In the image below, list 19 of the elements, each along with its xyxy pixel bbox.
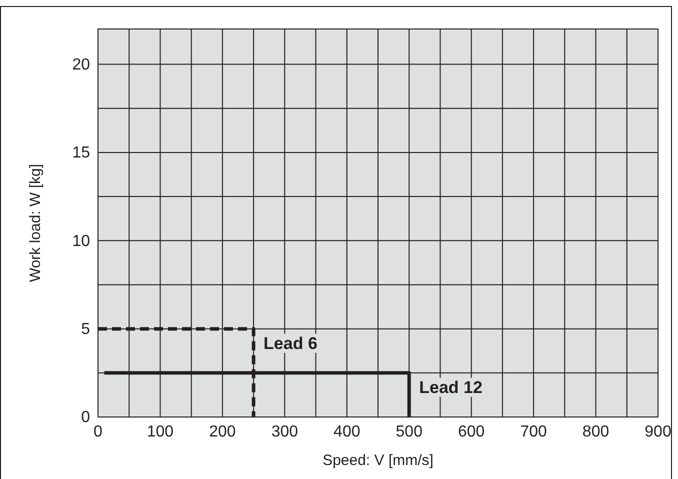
y-tick-label: 0 bbox=[81, 409, 90, 426]
y-tick-label: 5 bbox=[81, 320, 90, 338]
x-tick-label: 300 bbox=[271, 423, 298, 440]
y-tick-label: 20 bbox=[72, 56, 90, 74]
x-tick-label: 600 bbox=[458, 423, 485, 440]
x-tick-label: 700 bbox=[520, 423, 547, 440]
x-tick-label: 200 bbox=[209, 423, 236, 440]
y-tick-label: 10 bbox=[72, 232, 90, 250]
x-axis-title: Speed: V [mm/s] bbox=[322, 452, 434, 469]
x-tick-label: 400 bbox=[334, 423, 360, 440]
y-tick-label: 15 bbox=[72, 144, 90, 162]
x-tick-label: 900 bbox=[644, 423, 672, 440]
series-label: Lead 12 bbox=[419, 378, 482, 397]
x-tick-label: 100 bbox=[146, 423, 174, 440]
series-label: Lead 6 bbox=[264, 334, 318, 353]
y-axis-title: Work load: W [kg] bbox=[27, 164, 44, 282]
x-tick-label: 800 bbox=[582, 423, 610, 440]
x-tick-label: 0 bbox=[94, 423, 103, 440]
x-tick-label: 500 bbox=[396, 423, 423, 440]
